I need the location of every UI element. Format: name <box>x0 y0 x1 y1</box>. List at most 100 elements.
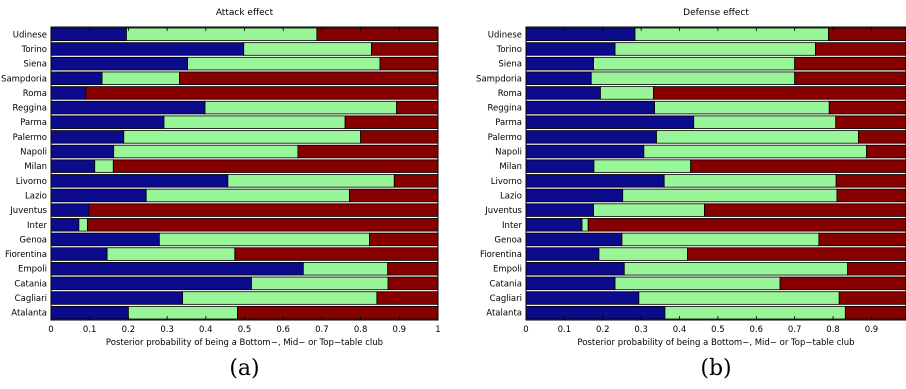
category-label: Cagliari <box>490 294 522 304</box>
category-label: Sampdoria <box>476 74 522 84</box>
category-label: Catania <box>489 279 522 289</box>
bar-segment <box>86 218 439 232</box>
bar-segment <box>50 56 189 71</box>
bar-segment <box>614 276 781 291</box>
category-label: Lazio <box>500 191 522 201</box>
category-label: Lazio <box>25 191 47 201</box>
chart-title: Attack effect <box>216 8 274 18</box>
bar-segment <box>50 42 245 56</box>
bar-segment <box>379 56 439 71</box>
category-label: Milan <box>24 162 47 172</box>
bar-segment <box>525 159 595 173</box>
bar-segment <box>50 100 206 115</box>
x-tick-label: 1 <box>435 325 440 335</box>
plot-area <box>526 27 906 320</box>
bar-segment <box>50 188 147 203</box>
bar-segment <box>94 159 114 173</box>
bar-segment <box>690 159 906 173</box>
bar-segment <box>704 203 906 217</box>
bar-segment <box>50 218 80 232</box>
bar-segment <box>348 188 439 203</box>
category-label: Napoli <box>495 148 522 158</box>
bar-segment <box>525 203 594 217</box>
bar-segment <box>106 247 236 261</box>
x-tick-label: 0.4 <box>199 325 213 335</box>
x-tick-label: 0.6 <box>750 325 764 335</box>
axis-frame <box>525 26 906 321</box>
category-label: Udinese <box>488 30 522 40</box>
x-tick-label: 0.1 <box>83 325 97 335</box>
bar-segment <box>654 100 830 115</box>
bar-segment <box>794 71 906 85</box>
bar-segment <box>50 247 108 261</box>
bar-segment <box>593 56 796 71</box>
bar-segment <box>50 203 90 217</box>
bar-segment <box>50 27 127 42</box>
bar-segment <box>182 291 378 305</box>
bar-segment <box>525 86 601 100</box>
bar-segment <box>50 232 160 247</box>
x-tick-label: 0.5 <box>238 325 252 335</box>
bar-segment <box>123 130 361 144</box>
bar-segment <box>638 291 840 305</box>
bar-segment <box>525 71 592 85</box>
bar-segment <box>50 144 115 159</box>
bar-segment <box>297 144 439 159</box>
category-label: Cagliari <box>15 294 47 304</box>
bar-segment <box>376 291 439 305</box>
bar-segment <box>634 27 829 42</box>
x-tick-label: 0.6 <box>276 325 290 335</box>
bar-segment <box>693 115 837 129</box>
category-label: Livorno <box>491 177 522 187</box>
bar-segment <box>50 86 87 100</box>
bar-segment <box>50 159 96 173</box>
bar-segment <box>858 130 906 144</box>
bar-segment <box>78 218 88 232</box>
bar-segment <box>158 232 370 247</box>
bar-segment <box>113 144 299 159</box>
bar-segment <box>525 130 657 144</box>
bar-segment <box>525 42 616 56</box>
x-tick-label: 0.9 <box>865 325 879 335</box>
bar-segment <box>815 42 906 56</box>
bar-segment <box>126 27 318 42</box>
bar-segment <box>653 86 906 100</box>
bar-segment <box>581 218 589 232</box>
chart-panel-2: Udinese Torino Siena Sampdoria Roma Reggina Pa… <box>476 8 906 381</box>
bar-segment <box>396 100 439 115</box>
category-label: Atalanta <box>11 309 47 319</box>
category-label: Juventus <box>484 206 522 216</box>
bar-segment <box>794 56 906 71</box>
bar-segment <box>387 276 439 291</box>
bar-segment <box>344 115 439 129</box>
category-label: Roma <box>498 89 522 99</box>
bar-segment <box>663 174 837 188</box>
bar-segment <box>50 174 229 188</box>
bar-segment <box>302 261 389 276</box>
bar-segment <box>593 159 692 173</box>
bar-segment <box>227 174 395 188</box>
category-label: Udinese <box>13 30 47 40</box>
category-label: Torino <box>496 45 522 55</box>
bar-segment <box>316 27 439 42</box>
bar-segment <box>369 232 439 247</box>
bar-segment <box>204 100 397 115</box>
x-tick-label: 0.7 <box>315 325 329 335</box>
x-tick-label: 0.8 <box>354 325 368 335</box>
category-label: Parma <box>20 118 47 128</box>
category-label: Napoli <box>20 148 47 158</box>
bar-segment <box>622 188 838 203</box>
bar-segment <box>525 115 695 129</box>
plot-area <box>51 27 438 320</box>
bar-segment <box>360 130 439 144</box>
x-tick-label: 0 <box>48 325 53 335</box>
bar-segment <box>587 218 906 232</box>
category-label: Inter <box>27 221 47 231</box>
category-label: Reggina <box>12 104 47 114</box>
bar-segment <box>779 276 906 291</box>
bar-segment <box>251 276 389 291</box>
category-label: Atalanta <box>486 309 522 319</box>
category-label: Palermo <box>13 133 47 143</box>
bar-segment <box>835 174 906 188</box>
